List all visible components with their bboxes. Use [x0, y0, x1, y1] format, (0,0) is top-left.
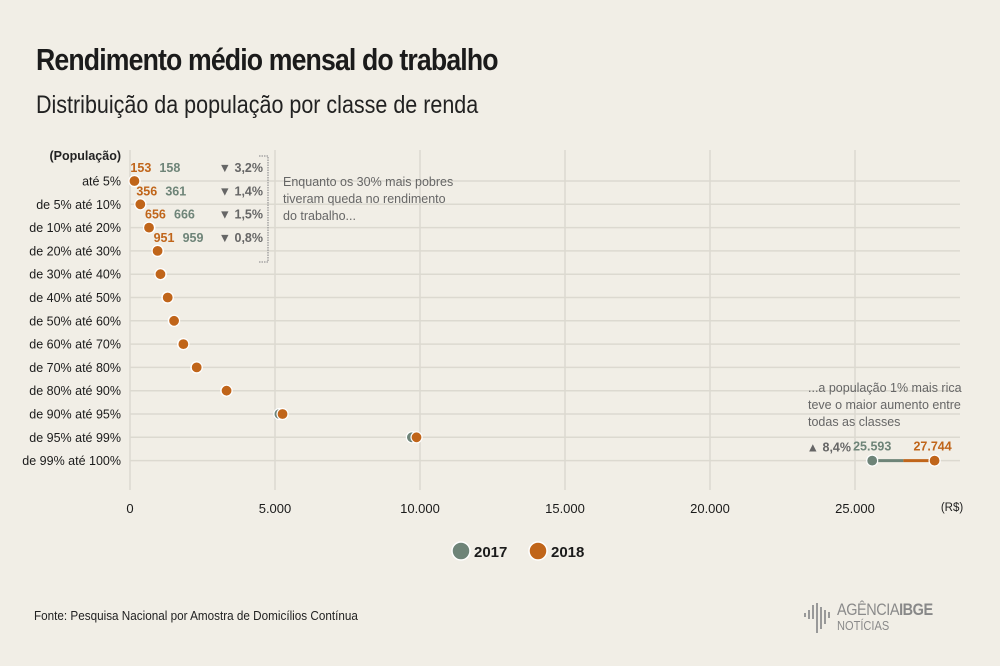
y-axis-label: (População): [49, 149, 121, 163]
annotation-rich: ...a população 1% mais rica teve o maior…: [808, 381, 962, 429]
value-label-2017: 158: [159, 161, 180, 175]
annotation-poor-line-2: tiveram queda no rendimento: [283, 192, 446, 206]
dot-2018: [276, 407, 289, 421]
dot-2018: [128, 174, 141, 188]
annotation-rich-line-1: ...a população 1% mais rica: [808, 381, 962, 395]
value-label-2017-top: 25.593: [853, 440, 891, 454]
category-label: de 70% até 80%: [29, 361, 121, 375]
value-label-2018: 951: [154, 231, 175, 245]
legend-label-2017: 2017: [474, 544, 507, 561]
source-note: Fonte: Pesquisa Nacional por Amostra de …: [34, 608, 358, 623]
x-tick-label: 10.000: [400, 501, 440, 516]
x-tick-label: 25.000: [835, 501, 875, 516]
chart-title: Rendimento médio mensal do trabalho: [36, 42, 499, 77]
dot-2018: [142, 221, 156, 234]
value-label-2017: 666: [174, 208, 195, 222]
category-label: de 10% até 20%: [29, 221, 121, 235]
value-label-2017: 361: [165, 184, 186, 198]
category-label: de 60% até 70%: [29, 338, 121, 352]
value-label-2018: 356: [136, 184, 157, 198]
dot-2018: [177, 338, 190, 351]
x-tick-label: 20.000: [690, 501, 730, 516]
dot-2018: [154, 268, 167, 281]
category-label: de 90% até 95%: [29, 408, 121, 422]
logo-noticias: NOTÍCIAS: [837, 618, 890, 633]
value-label-2018: 153: [130, 161, 151, 175]
value-label-2018-top: 27.744: [913, 440, 951, 454]
logo-agencia: AGÊNCIA: [837, 600, 900, 619]
dot-2018: [134, 198, 147, 211]
category-label: de 99% até 100%: [22, 454, 121, 468]
change-label: ▼ 1,5%: [219, 208, 263, 222]
annotation-poor: Enquanto os 30% mais pobres tiveram qued…: [259, 155, 453, 263]
dot-2018: [190, 361, 203, 374]
x-tick-label: 5.000: [259, 501, 292, 516]
category-label: de 95% até 99%: [29, 431, 121, 445]
change-label-top: ▲ 8,4%: [807, 441, 851, 455]
category-label: de 30% até 40%: [29, 268, 121, 282]
value-label-2018: 656: [145, 208, 166, 222]
dot-2018: [410, 431, 423, 444]
change-label: ▼ 0,8%: [219, 231, 263, 245]
ibge-map-icon: [804, 603, 830, 633]
annotation-poor-line-1: Enquanto os 30% mais pobres: [283, 175, 453, 189]
category-label: até 5%: [82, 175, 121, 189]
x-tick-label: 0: [126, 501, 133, 516]
change-label: ▼ 3,2%: [219, 161, 263, 175]
value-label-2017: 959: [183, 231, 204, 245]
category-label: de 20% até 30%: [29, 244, 121, 258]
category-label: de 80% até 90%: [29, 384, 121, 398]
category-label: de 40% até 50%: [29, 291, 121, 305]
x-axis-unit: (R$): [941, 502, 964, 514]
dot-2018: [928, 454, 941, 467]
legend-swatch-2018: [528, 541, 548, 561]
chart-subtitle: Distribuição da população por classe de …: [36, 91, 479, 119]
dot-2018: [220, 384, 233, 397]
legend: 2017 2018: [451, 541, 584, 561]
legend-label-2018: 2018: [551, 544, 584, 561]
change-label: ▼ 1,4%: [219, 184, 263, 198]
category-label: de 50% até 60%: [29, 314, 121, 328]
dot-2017: [866, 454, 879, 467]
logo-ibge: IBGE: [899, 600, 933, 619]
x-tick-label: 15.000: [545, 501, 585, 516]
agencia-ibge-logo: AGÊNCIAIBGE NOTÍCIAS: [803, 600, 950, 640]
annotation-rich-line-2: teve o maior aumento entre: [808, 398, 961, 412]
dot-2018: [151, 244, 164, 257]
annotation-poor-line-3: do trabalho...: [283, 209, 356, 223]
annotation-rich-line-3: todas as classes: [808, 415, 900, 429]
legend-swatch-2017: [451, 541, 471, 561]
dot-2018: [161, 291, 174, 304]
dot-plot-chart: 0 5.000 10.000 15.000 20.000 25.000 até 5% de 5…: [22, 149, 964, 561]
dot-2018: [167, 314, 181, 327]
category-label: de 5% até 10%: [36, 198, 121, 212]
